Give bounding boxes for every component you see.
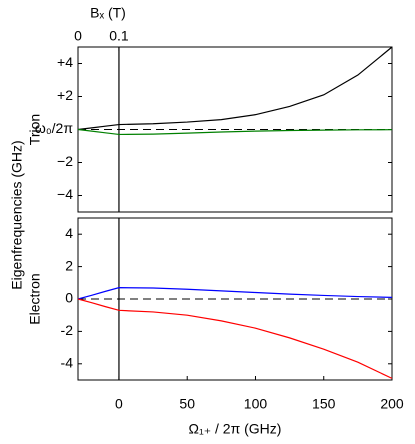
- x-tick-label: 200: [380, 396, 404, 412]
- y-tick-label: +2: [57, 87, 73, 103]
- line-series: [77, 298, 393, 379]
- y-tick-label: ω₀/2π: [35, 120, 73, 136]
- x-tick-label: 50: [179, 396, 195, 412]
- y-tick-label: +4: [57, 54, 73, 70]
- x2-tick-label: 0: [74, 28, 82, 44]
- line-series: [77, 287, 393, 300]
- line-series: [77, 46, 393, 131]
- x-axis-label: Ω₁₊ / 2π (GHz): [189, 421, 282, 437]
- panel-label: Trion: [27, 114, 43, 145]
- x-tick-label: 100: [244, 396, 268, 412]
- x2-axis-label: Bₓ (T): [90, 5, 126, 21]
- y-tick-label: -2: [61, 322, 74, 338]
- panel-label: Electron: [27, 273, 43, 324]
- y-tick-label: −4: [57, 186, 73, 202]
- y-tick-label: 2: [65, 257, 73, 273]
- line-series: [77, 128, 393, 136]
- y-tick-label: -4: [61, 355, 74, 371]
- y-tick-label: 4: [65, 225, 73, 241]
- y-tick-label: 0: [65, 290, 73, 306]
- x-tick-label: 150: [312, 396, 336, 412]
- y-tick-label: −2: [57, 153, 73, 169]
- x2-tick-label: 0.1: [109, 28, 129, 44]
- x-tick-label: 0: [115, 396, 123, 412]
- y-axis-label: Eigenfrequencies (GHz): [9, 140, 25, 289]
